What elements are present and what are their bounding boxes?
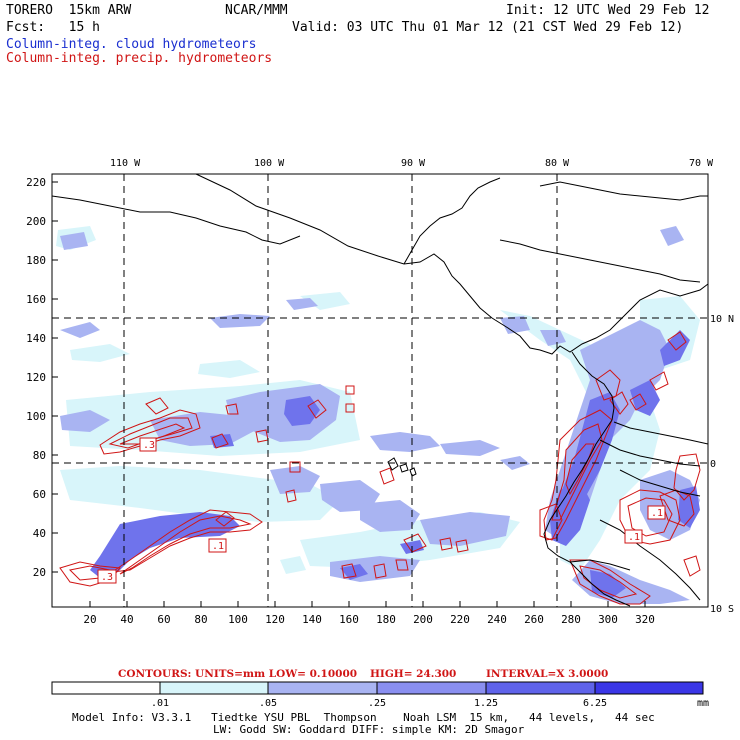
x-tick-label: 40 [120,613,133,626]
lon-label: 100 W [254,158,285,169]
contour-label-boxes [97,437,666,584]
colorbar-unit: mm [697,698,709,709]
y-tick-label: 160 [26,293,46,306]
y-tick-label: 200 [26,215,46,228]
contours-interval: INTERVAL=X 3.0000 [486,668,608,680]
y-tick-label: 20 [33,566,46,579]
x-tick-label: 140 [302,613,322,626]
lon-label: 70 W [689,158,714,169]
x-tick-label: 220 [450,613,470,626]
org-label: NCAR/MMM [225,3,288,18]
x-tick-label: 200 [413,613,433,626]
model-title: TORERO 15km ARW [6,3,132,18]
contour-label: .3 [101,572,113,583]
lat-label: 10 S [710,604,734,615]
y-tick-label: 80 [33,449,46,462]
x-tick-label: 180 [376,613,396,626]
forecast-hour: Fcst: 15 h [6,20,100,35]
contour-label: .3 [143,440,155,451]
x-tick-label: 80 [194,613,207,626]
x-tick-label: 320 [635,613,655,626]
y-tick-label: 40 [33,527,46,540]
x-tick-label: 240 [487,613,507,626]
contour-label: .1 [628,532,640,543]
y-tick-label: 180 [26,254,46,267]
contour-label: .1 [651,508,663,519]
lon-label: 80 W [545,158,570,169]
colorbar-label: 6.25 [583,698,607,709]
x-tick-label: 280 [561,613,581,626]
x-tick-label: 260 [524,613,544,626]
colorbar-label: .01 [151,698,169,709]
y-tick-label: 140 [26,332,46,345]
init-time: Init: 12 UTC Wed 29 Feb 12 [506,3,710,18]
colorbar-label: .25 [368,698,386,709]
lon-label: 110 W [110,158,141,169]
y-tick-label: 100 [26,410,46,423]
x-tick-label: 20 [83,613,96,626]
precip-contours [59,331,701,605]
y-tick-label: 120 [26,371,46,384]
x-tick-label: 100 [228,613,248,626]
lat-label: 0 [710,459,716,470]
x-tick-label: 60 [157,613,170,626]
field-cloud-label: Column-integ. cloud hydrometeors [6,37,257,52]
model-info-line2: LW: Godd SW: Goddard DIFF: simple KM: 2D… [213,723,525,736]
x-tick-label: 120 [265,613,285,626]
contours-high: HIGH= 24.300 [370,668,456,680]
valid-time: Valid: 03 UTC Thu 01 Mar 12 (21 CST Wed … [292,20,684,35]
lon-label: 90 W [401,158,426,169]
x-tick-label: 160 [339,613,359,626]
model-info-line1: Model Info: V3.3.1 Tiedtke YSU PBL Thomp… [72,711,655,724]
colorbar-label: .05 [259,698,277,709]
y-tick-label: 60 [33,488,46,501]
field-precip-label: Column-integ. precip. hydrometeors [6,51,273,66]
lat-lon-grid [52,174,708,607]
y-tick-label: 220 [26,176,46,189]
contour-label: .1 [212,541,224,552]
lat-label: 10 N [710,314,734,325]
colorbar-label: 1.25 [474,698,498,709]
x-tick-label: 300 [598,613,618,626]
contours-info: CONTOURS: UNITS=mm LOW= 0.10000 [118,668,357,680]
colorbar [51,681,704,695]
axis-ticks [52,181,646,607]
